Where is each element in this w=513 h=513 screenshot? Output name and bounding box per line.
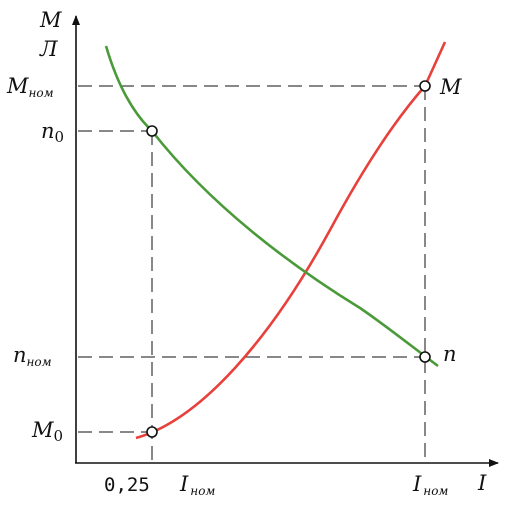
speed-curve-label: n [443,342,457,366]
x-axis-label: I [477,471,487,495]
tick-quarter-coef: 0,25 [104,474,150,496]
tick-m-nom: Mном [6,74,54,100]
point-m-nom [419,80,431,92]
torque-curve [135,41,447,440]
tick-n-nom: nном [13,343,52,369]
point-n-nom [419,351,431,363]
speed-curve [104,45,439,368]
point-m0 [146,426,158,438]
point-n0 [146,125,158,137]
tick-m0: M0 [31,418,63,445]
y-axis-label-top: M [39,8,62,32]
torque-curve-label: M [439,75,462,99]
tick-n0: n0 [41,119,64,146]
y-axis-label-bottom: Л [39,37,58,61]
